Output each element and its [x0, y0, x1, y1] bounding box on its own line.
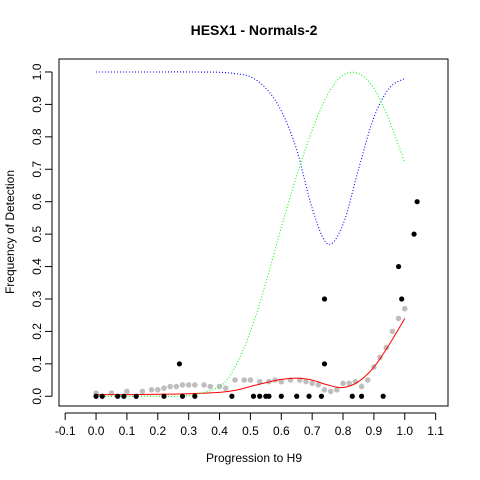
smoothed-point [222, 385, 229, 391]
y-tick-label: 0.1 [30, 355, 44, 372]
smoothed-point [185, 382, 192, 388]
y-tick-label: 0.0 [30, 388, 44, 405]
smoothed-point [334, 386, 340, 393]
x-tick-label: 0.7 [304, 424, 321, 438]
smoothed-point [395, 315, 402, 322]
chart-title: HESX1 - Normals-2 [191, 22, 318, 38]
observed-point [266, 393, 272, 399]
smoothed-point [272, 377, 278, 383]
x-tick-label: 0.3 [180, 424, 197, 438]
x-tick-label: 0.6 [273, 424, 290, 438]
y-tick-label: 0.7 [30, 161, 44, 178]
observed-point [349, 393, 355, 399]
smoothed-point [161, 385, 167, 391]
smoothed-point [358, 383, 365, 390]
smoothed-point [321, 386, 328, 393]
observed-point [229, 393, 235, 399]
x-tick-label: 0.1 [119, 424, 136, 438]
smoothed-point [278, 378, 285, 385]
x-tick-label: 1.0 [396, 424, 413, 438]
x-axis-label: Progression to H9 [206, 451, 302, 465]
observed-point [411, 231, 417, 237]
observed-point [257, 393, 263, 399]
observed-point [321, 361, 328, 367]
y-tick-label: 0.3 [30, 290, 44, 307]
x-tick-label: 0.2 [149, 424, 166, 438]
dotted-curve [96, 71, 406, 245]
observed-point [179, 393, 186, 399]
smoothed-point [309, 380, 315, 387]
observed-point [192, 393, 198, 399]
observed-point [321, 296, 328, 302]
smoothed-point [256, 378, 263, 385]
smoothed-point [179, 382, 186, 388]
y-tick-label: 0.4 [30, 258, 44, 275]
observed-point [414, 199, 420, 205]
observed-point [99, 393, 105, 399]
observed-point [115, 393, 121, 399]
dotted-curve [96, 71, 406, 398]
smoothed-point [241, 377, 248, 383]
x-tick-label: 1.1 [427, 424, 444, 438]
plot-frame [58, 58, 449, 407]
x-axis: -0.1 0.0 0.1 0.2 0.3 0.4 0.5 0.6 0.7 0.8 0.9 1.0 1.1 [55, 412, 444, 438]
smoothed-point [124, 388, 130, 395]
x-tick-label: 0.4 [211, 424, 228, 438]
point-layer [93, 199, 420, 399]
smoothed-point [364, 377, 371, 383]
observed-point [358, 393, 365, 399]
smoothed-point [327, 388, 334, 395]
y-tick-label: 1.0 [30, 63, 44, 80]
y-tick-label: 0.5 [30, 225, 44, 242]
smoothed-point [232, 377, 238, 383]
smoothed-point [207, 383, 214, 390]
smoothed-point [148, 386, 155, 393]
smoothed-point [201, 382, 207, 388]
observed-point [306, 393, 312, 399]
observed-point [396, 263, 402, 270]
smoothed-point [346, 380, 353, 387]
y-tick-label: 0.6 [30, 193, 44, 210]
x-tick-label: -0.1 [55, 424, 76, 438]
y-axis: 0.0 0.1 0.2 0.3 0.4 0.5 0.6 0.7 0.8 0.9 1.0 [30, 63, 53, 405]
x-tick-label: 0.9 [366, 424, 383, 438]
observed-point [278, 393, 284, 399]
x-tick-label: 0.5 [242, 424, 259, 438]
observed-point [380, 393, 386, 399]
smoothed-point [389, 328, 396, 335]
smoothed-point [173, 383, 180, 390]
y-tick-label: 0.2 [30, 323, 44, 340]
observed-point [93, 393, 99, 399]
observed-point [121, 393, 127, 399]
observed-point [133, 393, 139, 399]
y-axis-label: Frequency of Detection [3, 170, 17, 294]
observed-point [161, 393, 167, 399]
smoothed-point [167, 383, 173, 390]
y-tick-label: 0.9 [30, 96, 44, 113]
observed-point [294, 393, 300, 399]
smoothed-point [192, 382, 198, 388]
smoothed-point [154, 386, 161, 393]
smoothed-point [247, 377, 254, 383]
observed-point [318, 393, 325, 399]
smoothed-point [401, 305, 408, 312]
curve-layer [93, 71, 408, 398]
smoothed-point [315, 382, 322, 388]
observed-point [176, 361, 183, 367]
fit-line [95, 318, 406, 396]
x-tick-label: 0.0 [88, 424, 105, 438]
y-tick-label: 0.8 [30, 128, 44, 145]
smoothed-point [139, 388, 146, 395]
smoothed-point [216, 383, 223, 390]
smoothed-point [340, 380, 346, 387]
smoothed-point [303, 378, 309, 385]
observed-point [250, 393, 257, 399]
observed-point [399, 296, 405, 302]
x-tick-label: 0.8 [335, 424, 352, 438]
